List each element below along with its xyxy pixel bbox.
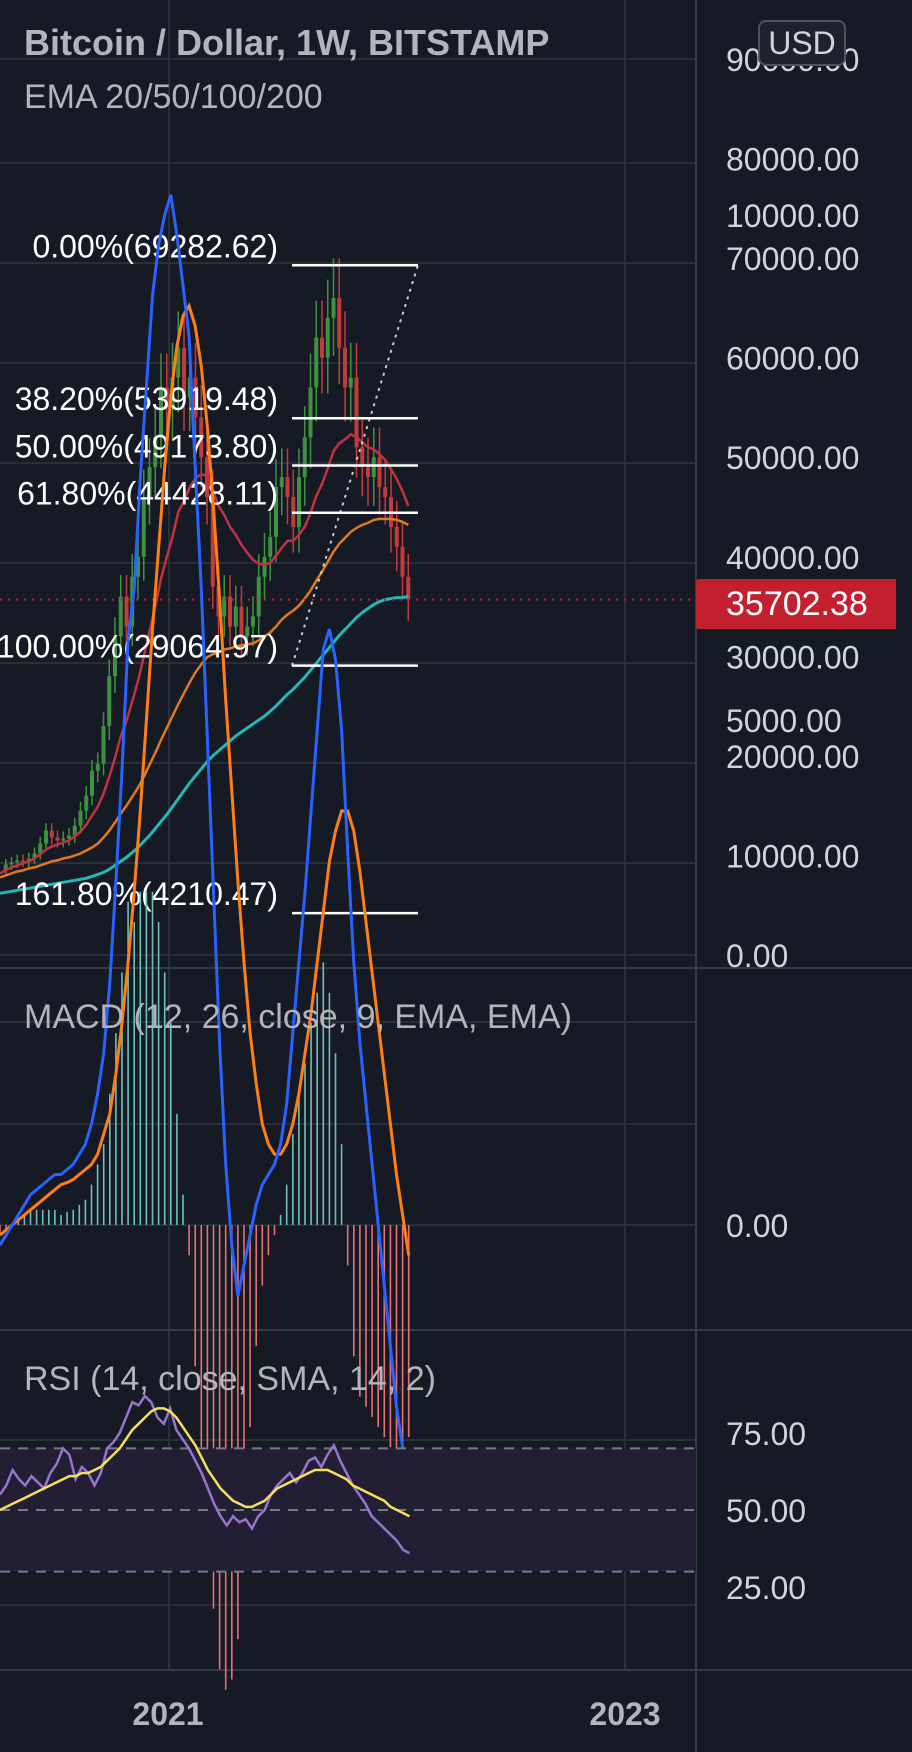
candle-body (348, 377, 353, 388)
candle-body (49, 830, 54, 838)
y-tick-label-main: 30000.00 (726, 639, 859, 675)
candle-body (15, 860, 20, 863)
fib-level-label: 0.00%(69282.62) (32, 228, 278, 264)
candle-body (354, 377, 359, 448)
candle-body (72, 825, 77, 836)
candle-body (101, 726, 106, 764)
y-tick-label-main: 10000.00 (726, 838, 859, 874)
candle-body (136, 556, 140, 577)
candle-body (251, 616, 255, 627)
candle-body (90, 770, 94, 796)
ema-200-line (0, 595, 409, 895)
y-tick-label-macd: 10000.00 (726, 198, 859, 234)
y-tick-label-main: 40000.00 (726, 540, 859, 576)
macd-line (0, 194, 411, 1468)
ema-20-line (0, 432, 410, 875)
candle-body (279, 477, 284, 488)
candle-body (3, 864, 8, 871)
candle-body (107, 676, 112, 727)
rsi-line (0, 1394, 411, 1555)
candle-body (182, 347, 186, 398)
candle-body (67, 835, 71, 839)
currency-button[interactable]: USD (758, 20, 846, 66)
y-tick-label-macd: 0.00 (726, 1208, 788, 1244)
candle-body (394, 526, 399, 547)
y-tick-label-main: 0.00 (726, 938, 788, 974)
rsi-ma-line (0, 1407, 411, 1518)
x-tick-label: 2021 (132, 1696, 203, 1732)
y-tick-label-rsi: 75.00 (726, 1416, 806, 1452)
y-tick-label-rsi: 25.00 (726, 1570, 806, 1606)
candle-body (314, 337, 319, 388)
candle-body (113, 636, 117, 677)
candle-body (32, 853, 37, 859)
candle-body (343, 347, 347, 388)
candle-body (193, 377, 198, 418)
candle-body (297, 477, 301, 527)
candle-body (233, 606, 238, 627)
candle-body (325, 317, 330, 358)
macd-label: MACD (12, 26, close, 9, EMA, EMA) (24, 998, 572, 1036)
candle-body (256, 576, 261, 617)
candle-body (285, 477, 290, 498)
chart-title: Bitcoin / Dollar, 1W, BITSTAMP (24, 22, 550, 63)
candle-body (360, 447, 365, 468)
candle-body (371, 457, 376, 478)
candle-body (222, 596, 227, 617)
y-tick-label-main: 50000.00 (726, 440, 859, 476)
candle-body (274, 487, 278, 537)
candle-body (95, 763, 100, 771)
y-tick-label-macd: 5000.00 (726, 703, 842, 739)
candle-body (302, 437, 307, 478)
candle-body (78, 810, 83, 826)
candle-body (320, 337, 324, 358)
candle-body (187, 377, 192, 398)
candle-body (26, 858, 31, 862)
candle-body (228, 596, 232, 627)
candle-body (118, 596, 123, 637)
x-tick-label: 2023 (589, 1696, 660, 1732)
candle-body (337, 297, 342, 348)
y-tick-label-main: 60000.00 (726, 341, 859, 377)
current-price-tag: 35702.38 (696, 579, 896, 629)
candle-body (164, 387, 169, 408)
candle-body (124, 596, 129, 627)
candle-body (84, 795, 89, 811)
candle-body (308, 387, 313, 438)
candle-body (44, 830, 48, 844)
y-tick-label-main: 20000.00 (726, 739, 859, 775)
candle-body (61, 838, 66, 841)
candle-body (38, 843, 43, 854)
candle-body (210, 497, 215, 587)
candle-body (55, 837, 60, 841)
candle-body (331, 297, 336, 318)
candle-body (377, 457, 382, 488)
candle-body (9, 862, 14, 865)
candle-body (199, 417, 204, 458)
y-tick-label-rsi: 50.00 (726, 1493, 806, 1529)
candle-body (239, 606, 244, 637)
candle-body (383, 487, 388, 498)
candle-body (176, 347, 181, 378)
candle-body (268, 536, 273, 557)
y-tick-label-main: 80000.00 (726, 142, 859, 178)
candle-body (262, 556, 267, 577)
candle-body (153, 437, 158, 468)
candle-body (159, 387, 163, 438)
candle-body (406, 576, 411, 600)
candle-body (141, 497, 146, 557)
rsi-label: RSI (14, close, SMA, 14, 2) (24, 1360, 436, 1398)
macd-signal-line (0, 302, 411, 1256)
y-tick-label-main: 70000.00 (726, 241, 859, 277)
candle-body (400, 546, 405, 577)
fib-level-label: 100.00%(29064.97) (0, 629, 278, 665)
indicator-label: EMA 20/50/100/200 (24, 78, 323, 116)
candle-body (245, 626, 250, 637)
candle-body (147, 467, 152, 498)
fib-level-label: 61.80%(44428.11) (17, 476, 278, 512)
candle-body (21, 860, 25, 863)
candle-body (366, 467, 370, 478)
fib-level-label: 50.00%(49173.80) (15, 428, 278, 464)
